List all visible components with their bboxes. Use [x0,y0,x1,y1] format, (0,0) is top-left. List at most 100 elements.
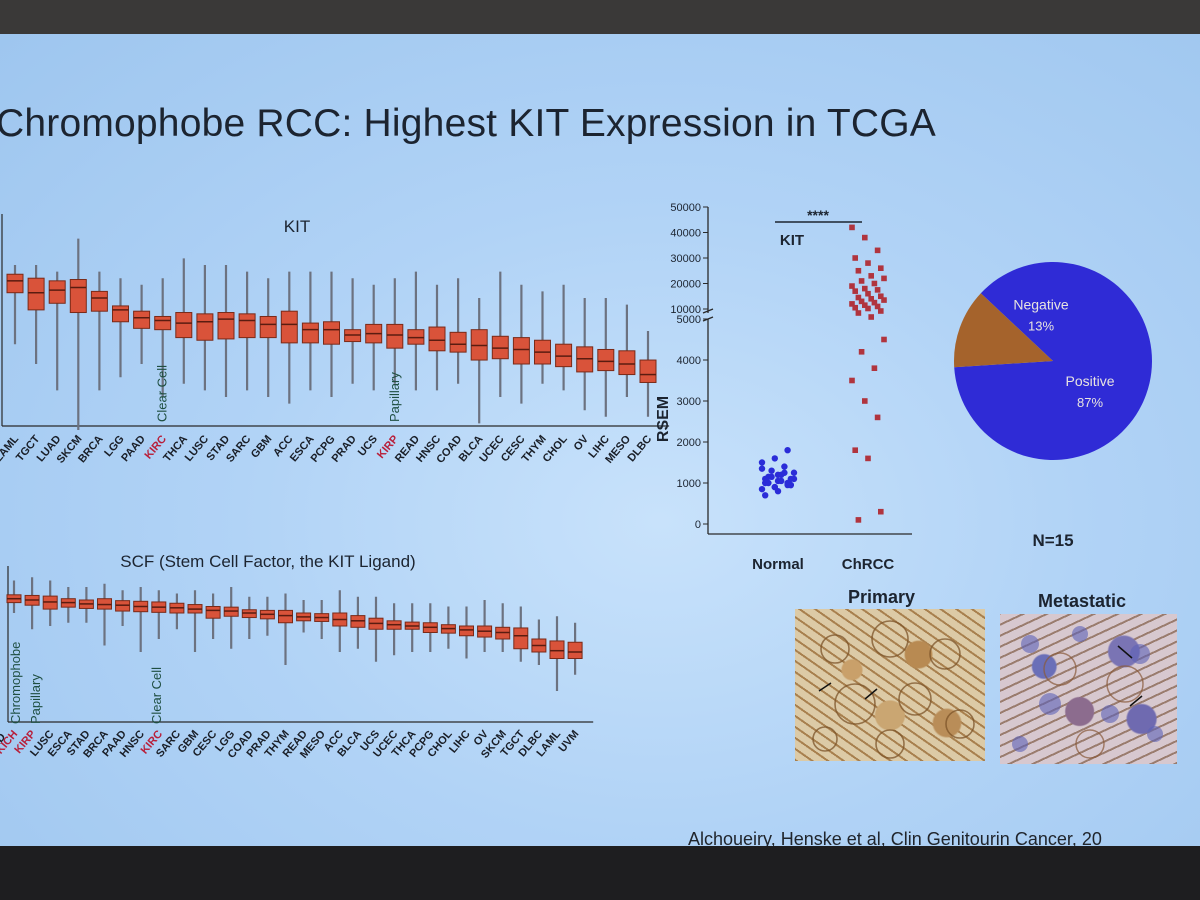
chrcc-data-point [881,275,887,282]
pie-label-positive: Positive [1065,373,1114,389]
normal-data-point [758,465,766,472]
scatter-y-tick-label: 0 [695,519,701,531]
chrcc-data-point [871,365,878,371]
kit-box [112,305,129,323]
chrcc-data-point [878,508,884,515]
chrcc-data-point [871,299,878,306]
normal-data-point [787,481,794,489]
metastatic-ihc-image [1000,614,1177,764]
chrcc-data-point [858,349,865,355]
metastatic-label: Metastatic [1038,591,1127,611]
primary-label: Primary [848,587,916,607]
chrcc-data-point [858,298,865,305]
metastatic-ihc-texture [1012,626,1163,759]
kit-tick-label: CHOL [541,433,570,465]
kit-box [428,326,446,352]
chrcc-data-point [862,285,868,292]
normal-data-point [758,459,766,466]
chrcc-data-point [862,302,868,308]
chrcc-data-point [868,314,874,320]
kit-tick-label: GBM [249,433,275,460]
chrcc-data-point [865,290,871,297]
significance-marker: **** [807,207,829,223]
scatter-axis-break [702,308,714,314]
scf-tick-label: LIHC [447,728,473,755]
chrcc-data-point [849,301,855,307]
scatter-y-tick-label: 1000 [677,478,701,490]
normal-data-point [771,455,778,462]
kit-annotation: Papillary [387,372,402,422]
kit-box [618,350,636,376]
kit-box [217,312,235,340]
scf-box [513,627,529,650]
scatter-y-tick-label: 3000 [677,396,701,408]
scatter-y-tick-label: 20000 [670,279,701,291]
scatter-title: KIT [780,232,804,249]
chrcc-data-point [852,304,858,311]
scf-box [567,641,583,659]
scatter-x-tick-label: ChRCC [842,556,895,573]
chrcc-data-point [855,267,862,274]
chrcc-data-point [855,517,862,523]
chrcc-data-point [878,308,884,314]
chrcc-data-point [852,255,858,261]
kit-box [175,312,193,339]
kit-box [238,313,256,339]
scf-annotation: Papillary [28,674,43,724]
pie-slice-positive [954,262,1152,460]
kit-box [301,322,319,344]
normal-data-point [762,492,769,499]
chrcc-data-point [865,305,871,312]
chrcc-data-point [874,303,881,310]
citation: Alchoueiry, Henske et al, Clin Genitouri… [688,829,1102,846]
normal-data-point [790,469,798,476]
chrcc-data-point [855,310,862,316]
scatter-x-tick-label: Normal [752,556,804,573]
normal-data-point [762,475,769,483]
scatter-y-tick-label: 40000 [670,228,701,240]
projector-room-floor [0,845,1200,900]
chrcc-data-point [858,278,865,284]
chrcc-data-point [871,280,878,287]
kit-box [597,348,615,372]
normal-data-point [774,471,782,478]
kit-annotation: Clear Cell [155,365,170,422]
scatter-y-tick-label: 5000 [677,314,701,326]
scatter-y-label: RSEM [655,396,672,442]
kit-box [386,323,404,349]
normal-data-point [758,485,766,493]
kit-box [90,290,108,312]
pie-percent-negative: 13% [1028,319,1054,334]
kit-box [323,321,340,345]
scatter-y-tick-label: 4000 [677,355,701,367]
pie-label-negative: Negative [1013,297,1068,313]
kit-ihc-pie-chart: Positive 87% Negative 13% N=15 [954,262,1152,550]
primary-ihc-texture [812,620,975,759]
scf-tick-label: UVM [556,728,581,754]
scatter-y-tick-label: 30000 [670,253,701,265]
chrcc-data-point [874,247,881,254]
kit-box [154,315,172,331]
kit-boxplot: KITLAMLTGCTLUADSKCMBRCALGGPAADKIRCTHCALU… [0,214,670,466]
normal-data-point [771,483,778,491]
scf-annotation: Chromophobe [8,642,23,724]
normal-data-point [790,475,798,483]
chrcc-data-point [881,336,887,343]
kit-box [280,310,298,344]
scf-annotation: Clear Cell [149,667,164,724]
chrcc-data-point [865,260,871,266]
chrcc-data-point [855,294,862,301]
presentation-slide: Chromophobe RCC: Highest KIT Expression … [0,34,1200,846]
scatter-y-tick-label: 50000 [670,202,701,214]
sample-size-label: N=15 [1032,531,1073,550]
scf-tick-label: AD [0,731,8,751]
kit-box [259,315,277,339]
chrcc-data-point [874,287,881,293]
chrcc-data-point [849,224,855,231]
scf-box [459,625,474,637]
chrcc-data-point [881,297,887,303]
chrcc-data-point [865,455,871,462]
kit-box [48,280,66,304]
scf-box [205,606,221,619]
